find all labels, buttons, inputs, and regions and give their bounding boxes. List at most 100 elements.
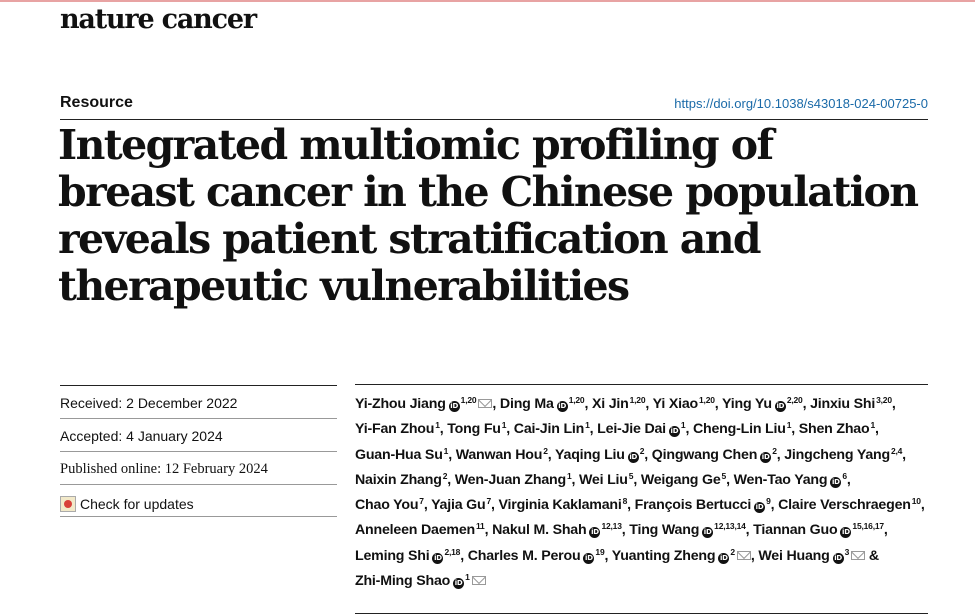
- affiliation-superscript[interactable]: 11: [476, 521, 485, 532]
- orcid-icon[interactable]: iD: [832, 552, 844, 564]
- author-name[interactable]: Wanwan Hou: [455, 446, 543, 463]
- affiliation-superscript[interactable]: 2,20: [786, 395, 803, 405]
- orcid-icon[interactable]: iD: [774, 401, 786, 412]
- affiliation-superscript[interactable]: 1,20: [629, 395, 646, 405]
- author-name[interactable]: Wei Liu: [578, 471, 628, 488]
- author-name[interactable]: Nakul M. Shah: [492, 522, 587, 539]
- affiliation-superscript[interactable]: 1: [786, 420, 792, 431]
- author-name[interactable]: Yuanting Zheng: [611, 547, 716, 564]
- author-name[interactable]: Yaqing Liu: [555, 446, 625, 463]
- author-name[interactable]: Ding Ma: [499, 396, 554, 412]
- author-name[interactable]: Cheng-Lin Liu: [692, 421, 786, 438]
- affiliation-superscript[interactable]: 1: [435, 420, 440, 431]
- orcid-icon[interactable]: iD: [718, 552, 730, 564]
- author-name[interactable]: Yajia Gu: [431, 497, 486, 514]
- affiliation-superscript[interactable]: 15,16,17: [852, 521, 884, 532]
- affiliation-superscript[interactable]: 1: [443, 445, 449, 456]
- orcid-icon[interactable]: iD: [448, 401, 460, 412]
- author-name[interactable]: Yi-Zhou Jiang: [355, 396, 446, 412]
- orcid-icon[interactable]: iD: [668, 426, 680, 438]
- author-name[interactable]: Yi Xiao: [652, 396, 699, 412]
- affiliation-superscript[interactable]: 1: [501, 420, 507, 431]
- author-item: Jinxiu Shi3,20,: [810, 395, 896, 412]
- doi-link[interactable]: https://doi.org/10.1038/s43018-024-00725…: [674, 96, 928, 111]
- affiliation-superscript[interactable]: 2: [442, 470, 448, 481]
- check-for-updates-button[interactable]: Check for updates: [60, 484, 337, 517]
- author-name[interactable]: Qingwang Chen: [651, 446, 758, 463]
- affiliation-superscript[interactable]: 8: [622, 496, 628, 507]
- orcid-icon[interactable]: iD: [830, 476, 842, 488]
- author-name[interactable]: Tiannan Guo: [753, 522, 838, 539]
- affiliation-superscript[interactable]: 19: [595, 546, 605, 557]
- affiliation-superscript[interactable]: 7: [486, 496, 491, 507]
- author-name[interactable]: Wen-Juan Zhang: [454, 471, 566, 488]
- affiliation-superscript[interactable]: 12,13,14: [714, 521, 746, 532]
- email-icon[interactable]: [478, 399, 493, 408]
- author-name[interactable]: Virginia Kaklamani: [498, 497, 622, 514]
- affiliation-superscript[interactable]: 1,20: [699, 395, 715, 405]
- affiliation-superscript[interactable]: 3,20: [876, 395, 892, 405]
- affiliation-superscript[interactable]: 1,20: [568, 395, 585, 405]
- email-icon[interactable]: [736, 550, 751, 560]
- orcid-icon[interactable]: iD: [760, 451, 772, 463]
- affiliation-superscript[interactable]: 2: [543, 445, 548, 456]
- orcid-icon[interactable]: iD: [840, 527, 852, 539]
- author-name[interactable]: Claire Verschraegen: [778, 497, 911, 514]
- affiliation-superscript[interactable]: 6: [842, 470, 847, 481]
- affiliation-superscript[interactable]: 9: [766, 496, 771, 507]
- affiliation-superscript[interactable]: 5: [628, 470, 634, 481]
- affiliation-superscript[interactable]: 1: [585, 420, 590, 431]
- author-name[interactable]: Tong Fu: [447, 421, 501, 438]
- affiliation-superscript[interactable]: 2: [639, 445, 645, 456]
- affiliation-superscript[interactable]: 1: [680, 420, 686, 431]
- affiliation-superscript[interactable]: 2,18: [444, 546, 461, 557]
- author-separator: ,: [589, 421, 594, 438]
- affiliation-superscript[interactable]: 10: [911, 496, 921, 507]
- author-name[interactable]: Weigang Ge: [640, 471, 721, 488]
- author-name[interactable]: Wen-Tao Yang: [733, 471, 828, 488]
- email-icon[interactable]: [851, 550, 866, 560]
- author-name[interactable]: Charles M. Perou: [467, 547, 581, 564]
- author-separator: ,: [460, 547, 464, 564]
- affiliation-superscript[interactable]: 3: [844, 546, 850, 557]
- affiliation-superscript[interactable]: 5: [721, 470, 727, 481]
- email-icon[interactable]: [471, 576, 486, 586]
- orcid-icon[interactable]: iD: [556, 401, 568, 412]
- author-name[interactable]: Ting Wang: [629, 522, 700, 539]
- author-name[interactable]: Cai-Jin Lin: [513, 421, 585, 438]
- affiliation-superscript[interactable]: 2,4: [890, 445, 903, 456]
- orcid-icon[interactable]: iD: [589, 527, 601, 539]
- author-name[interactable]: Yi-Fan Zhou: [355, 421, 435, 438]
- author-name[interactable]: Zhi-Ming Shao: [355, 573, 451, 590]
- author-separator: ,: [644, 446, 649, 463]
- affiliation-superscript[interactable]: 7: [419, 496, 424, 507]
- orcid-icon[interactable]: iD: [702, 527, 714, 539]
- author-name[interactable]: Guan-Hua Su: [355, 446, 443, 463]
- orcid-icon[interactable]: iD: [583, 552, 595, 564]
- author-name[interactable]: Xi Jin: [591, 396, 629, 412]
- orcid-icon[interactable]: iD: [432, 552, 444, 564]
- affiliation-superscript[interactable]: 2: [730, 546, 735, 557]
- author-name[interactable]: Wei Huang: [758, 547, 830, 564]
- author-name[interactable]: François Bertucci: [634, 497, 752, 514]
- author-name[interactable]: Leming Shi: [355, 547, 430, 564]
- affiliation-superscript[interactable]: 1: [870, 420, 875, 431]
- orcid-icon[interactable]: iD: [627, 451, 639, 463]
- affiliation-superscript[interactable]: 2: [772, 445, 777, 456]
- orcid-icon[interactable]: iD: [754, 502, 766, 514]
- author-name[interactable]: Anneleen Daemen: [355, 522, 475, 539]
- author-item: Tiannan Guo iD15,16,17,: [753, 521, 888, 539]
- affiliation-superscript[interactable]: 1: [465, 572, 470, 583]
- author-name[interactable]: Ying Yu: [722, 396, 772, 412]
- author-name[interactable]: Jingcheng Yang: [784, 446, 890, 463]
- orcid-icon[interactable]: iD: [453, 578, 465, 590]
- author-name[interactable]: Chao You: [355, 497, 419, 514]
- affiliation-superscript[interactable]: 12,13: [601, 521, 622, 532]
- affiliation-superscript[interactable]: 1: [566, 470, 572, 481]
- affiliation-superscript[interactable]: 1,20: [460, 395, 477, 405]
- author-name[interactable]: Shen Zhao: [798, 421, 870, 438]
- journal-logo[interactable]: nature cancer: [60, 4, 257, 35]
- author-name[interactable]: Jinxiu Shi: [810, 396, 876, 412]
- author-name[interactable]: Lei-Jie Dai: [597, 421, 666, 438]
- author-name[interactable]: Naixin Zhang: [355, 471, 442, 488]
